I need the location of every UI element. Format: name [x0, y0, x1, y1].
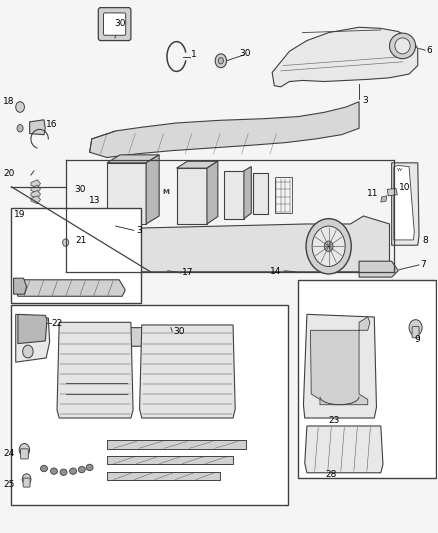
Polygon shape — [305, 426, 383, 473]
Circle shape — [16, 102, 25, 112]
Polygon shape — [16, 314, 49, 362]
Circle shape — [19, 443, 30, 456]
Text: 6: 6 — [426, 46, 432, 55]
Text: 11: 11 — [367, 189, 378, 198]
Text: 16: 16 — [46, 119, 58, 128]
Text: 24: 24 — [4, 449, 15, 458]
Text: w: w — [396, 167, 402, 172]
Text: 3: 3 — [363, 95, 368, 104]
Bar — [107, 472, 220, 480]
Text: 8: 8 — [422, 237, 428, 246]
Polygon shape — [66, 216, 389, 272]
Text: 21: 21 — [76, 237, 87, 246]
Polygon shape — [31, 185, 40, 193]
Text: 14: 14 — [269, 267, 281, 276]
Circle shape — [218, 58, 223, 64]
Text: 30: 30 — [74, 185, 86, 194]
Polygon shape — [392, 163, 419, 245]
FancyBboxPatch shape — [412, 327, 419, 338]
Circle shape — [215, 54, 226, 68]
Polygon shape — [88, 232, 122, 264]
Polygon shape — [272, 27, 418, 87]
Text: 23: 23 — [328, 416, 339, 425]
Text: 30: 30 — [114, 19, 126, 28]
Circle shape — [306, 219, 351, 274]
Bar — [298, 280, 436, 478]
Ellipse shape — [50, 468, 57, 474]
Text: 30: 30 — [240, 50, 251, 58]
Polygon shape — [394, 165, 414, 240]
Circle shape — [22, 474, 31, 484]
Polygon shape — [244, 166, 251, 219]
Polygon shape — [31, 180, 40, 188]
Polygon shape — [107, 155, 159, 163]
Text: 22: 22 — [51, 319, 63, 328]
Text: 30: 30 — [173, 327, 185, 336]
Text: 13: 13 — [89, 196, 101, 205]
Polygon shape — [18, 314, 47, 344]
Bar — [275, 177, 292, 213]
Text: 1: 1 — [191, 51, 197, 59]
Circle shape — [409, 320, 422, 336]
Polygon shape — [359, 261, 398, 277]
Text: 19: 19 — [14, 211, 25, 220]
Polygon shape — [15, 280, 125, 296]
Bar — [11, 305, 288, 505]
Polygon shape — [387, 188, 397, 196]
Text: M: M — [162, 189, 169, 195]
Circle shape — [312, 226, 345, 266]
Text: 25: 25 — [4, 480, 15, 489]
Polygon shape — [177, 161, 218, 168]
Polygon shape — [124, 328, 218, 346]
Text: 7: 7 — [420, 261, 426, 269]
Text: 10: 10 — [399, 183, 410, 192]
Circle shape — [63, 239, 69, 246]
Circle shape — [324, 241, 333, 252]
Polygon shape — [224, 171, 244, 219]
FancyBboxPatch shape — [23, 478, 30, 487]
Text: 17: 17 — [182, 269, 194, 277]
Polygon shape — [31, 190, 40, 198]
Polygon shape — [30, 120, 45, 135]
FancyBboxPatch shape — [98, 7, 131, 41]
Ellipse shape — [70, 468, 77, 474]
Polygon shape — [140, 325, 235, 418]
Polygon shape — [31, 196, 40, 204]
Polygon shape — [57, 322, 133, 418]
Text: 18: 18 — [4, 97, 15, 106]
Ellipse shape — [40, 465, 47, 472]
Ellipse shape — [389, 33, 416, 59]
Polygon shape — [253, 173, 268, 214]
Polygon shape — [381, 196, 387, 202]
Polygon shape — [90, 102, 359, 158]
Polygon shape — [107, 163, 146, 224]
FancyBboxPatch shape — [103, 13, 126, 35]
Polygon shape — [207, 161, 218, 224]
Text: 3: 3 — [137, 227, 142, 236]
Ellipse shape — [86, 464, 93, 471]
Polygon shape — [177, 168, 207, 224]
FancyBboxPatch shape — [21, 449, 28, 459]
Bar — [107, 440, 246, 449]
Polygon shape — [304, 314, 376, 418]
Bar — [11, 208, 141, 303]
Circle shape — [17, 125, 23, 132]
Ellipse shape — [60, 469, 67, 475]
Polygon shape — [14, 278, 27, 294]
Ellipse shape — [395, 38, 410, 54]
Ellipse shape — [78, 466, 85, 473]
Text: 9: 9 — [415, 335, 420, 344]
Polygon shape — [311, 317, 370, 405]
Polygon shape — [70, 228, 96, 264]
Text: 28: 28 — [325, 471, 337, 479]
Bar — [107, 456, 233, 464]
Polygon shape — [146, 155, 159, 224]
Circle shape — [23, 345, 33, 358]
Text: 20: 20 — [4, 169, 15, 178]
